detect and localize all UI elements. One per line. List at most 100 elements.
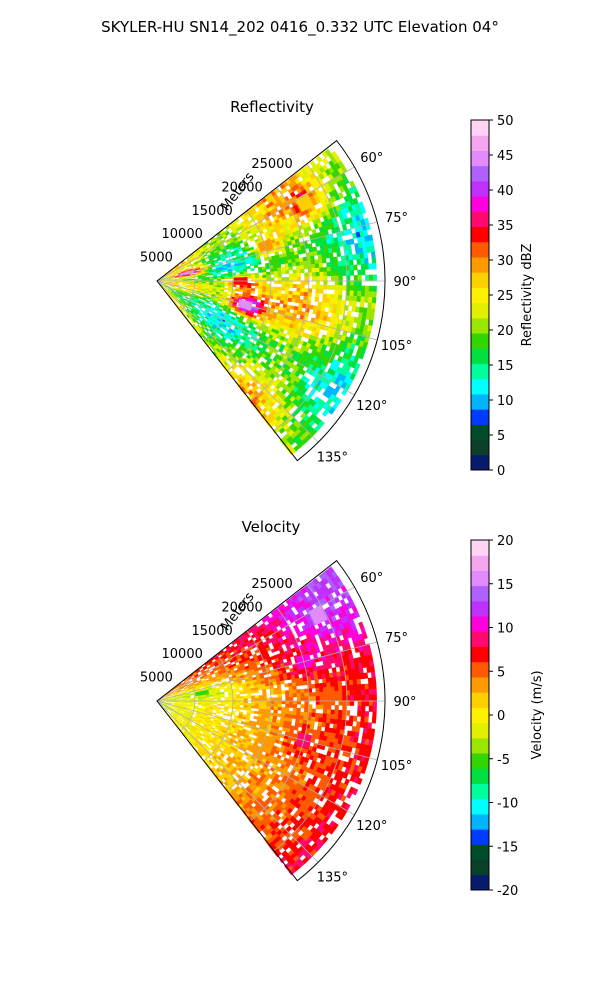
angle-tick-label: 120° [356, 399, 387, 414]
reflectivity-panel: Reflectivity 5000 10000 15000 20000 25000 60°… [140, 98, 535, 479]
colorbar-swatch [471, 302, 489, 319]
radial-tick-label: 5000 [140, 251, 173, 266]
colorbar-swatch [471, 120, 489, 136]
radial-tick-label: 20000 [221, 600, 262, 615]
colorbar-swatch [471, 378, 489, 395]
colorbar-swatch [471, 211, 489, 228]
colorbar-tick-label: -20 [497, 884, 518, 899]
radial-tick-label: 15000 [191, 204, 232, 219]
figure-title: SKYLER-HU SN14_202 0416_0.332 UTC Elevat… [101, 18, 499, 37]
velocity-panel: Velocity 5000 10000 15000 20000 25000 60° 75° 9… [140, 518, 545, 899]
angular-gridline [156, 221, 378, 282]
angular-gridline [156, 700, 319, 863]
radial-gridline [273, 163, 348, 432]
radial-gridline [273, 583, 348, 852]
colorbar-tick-label: 25 [497, 289, 514, 304]
colorbar-tick-label: 15 [497, 578, 514, 593]
angle-tick-label: 90° [393, 275, 416, 290]
colorbar-swatch [471, 829, 489, 845]
sector-outline [156, 559, 386, 882]
colorbar-swatch [471, 722, 489, 739]
radial-tick-label: 25000 [251, 157, 292, 172]
colorbar-swatch [471, 256, 489, 273]
angle-tick-label: 60° [360, 571, 383, 586]
colorbar-tick-label: 5 [497, 429, 505, 444]
colorbar-swatch [471, 661, 489, 678]
radial-tick-label: 25000 [251, 577, 292, 592]
colorbar-tick-label: 40 [497, 184, 514, 199]
colorbar-swatch [471, 570, 489, 587]
data-cell-2 [194, 689, 209, 696]
colorbar-swatch [471, 150, 489, 167]
angular-gridline [156, 280, 355, 396]
radial-gridline [250, 607, 310, 822]
colorbar-swatch [471, 798, 489, 815]
colorbar-swatch [471, 439, 489, 456]
colorbar-tick-label: -15 [497, 840, 518, 855]
velocity-plot: 5000 10000 15000 20000 25000 60° 75° 90° 105° 120… [140, 559, 417, 885]
colorbar-tick-label: -10 [497, 797, 518, 812]
colorbar-tick-label: 10 [497, 394, 514, 409]
colorbar-swatch [471, 676, 489, 693]
colorbar-swatch [471, 783, 489, 800]
sector-outline [156, 139, 386, 462]
colorbar-tick-label: 20 [497, 534, 514, 549]
reflectivity-plot: 5000 10000 15000 20000 25000 60° 75° 90° 105° 120… [140, 139, 417, 465]
radial-gridline [203, 233, 234, 342]
radial-tick-label: 5000 [140, 671, 173, 686]
angular-gridline [156, 280, 378, 341]
angular-gridline [156, 166, 355, 282]
colorbar-swatch [471, 348, 489, 364]
angle-tick-label: 90° [393, 695, 416, 710]
radial-tick-label: 15000 [191, 624, 232, 639]
colorbar-swatch [471, 555, 489, 571]
colorbar-swatch [471, 287, 489, 304]
colorbar-tick-label: 0 [497, 464, 505, 479]
colorbar-tick-label: 10 [497, 622, 514, 637]
colorbar-swatch [471, 813, 489, 830]
colorbar-swatch [471, 409, 489, 425]
angle-tick-label: 120° [356, 819, 387, 834]
colorbar-tick-label: 0 [497, 709, 505, 724]
colorbar-swatch [471, 737, 489, 754]
radial-gridline [203, 653, 234, 762]
colorbar-swatch [471, 317, 489, 334]
radial-tick-label: 20000 [221, 180, 262, 195]
colorbar-swatch [471, 600, 489, 617]
angle-tick-label: 105° [381, 339, 412, 354]
angle-tick-label: 105° [381, 759, 412, 774]
colorbar-swatch [471, 196, 489, 212]
angular-gridline [156, 700, 355, 816]
colorbar-swatch [471, 646, 489, 663]
colorbar-swatch [471, 585, 489, 602]
angle-tick-label: 75° [385, 211, 408, 226]
colorbar-swatch [471, 540, 489, 556]
reflectivity-colorbar: 0 5 10 15 20 25 30 35 40 45 50 [470, 114, 514, 479]
colorbar-swatch [471, 753, 489, 769]
radial-gridline [226, 210, 272, 372]
colorbar-tick-label: 15 [497, 359, 514, 374]
colorbar-swatch [471, 272, 489, 288]
colorbar-swatch [471, 180, 489, 197]
angle-tick-label: 135° [317, 450, 348, 465]
colorbar-swatch [471, 226, 489, 243]
velocity-colorbar-label: Velocity (m/s) [530, 670, 545, 759]
colorbar-swatch [471, 393, 489, 410]
colorbar-swatch [471, 165, 489, 182]
reflectivity-title: Reflectivity [230, 98, 314, 116]
angular-gridline [156, 700, 378, 761]
reflectivity-colorbar-label: Reflectivity dBZ [520, 244, 535, 347]
angle-tick-label: 60° [360, 151, 383, 166]
colorbar-swatch [471, 631, 489, 648]
colorbar-swatch [471, 424, 489, 441]
colorbar-swatch [471, 768, 489, 784]
colorbar-tick-label: 35 [497, 219, 514, 234]
data-cell-4 [295, 192, 315, 212]
colorbar-swatch [471, 874, 489, 891]
radial-tick-label: 10000 [162, 647, 203, 662]
colorbar-swatch [471, 135, 489, 151]
radial-tick-label: 10000 [162, 227, 203, 242]
colorbar-swatch [471, 692, 489, 708]
colorbar-tick-label: 50 [497, 114, 514, 129]
velocity-colorbar: -20 -15 -10 -5 0 5 10 15 20 [470, 534, 518, 899]
